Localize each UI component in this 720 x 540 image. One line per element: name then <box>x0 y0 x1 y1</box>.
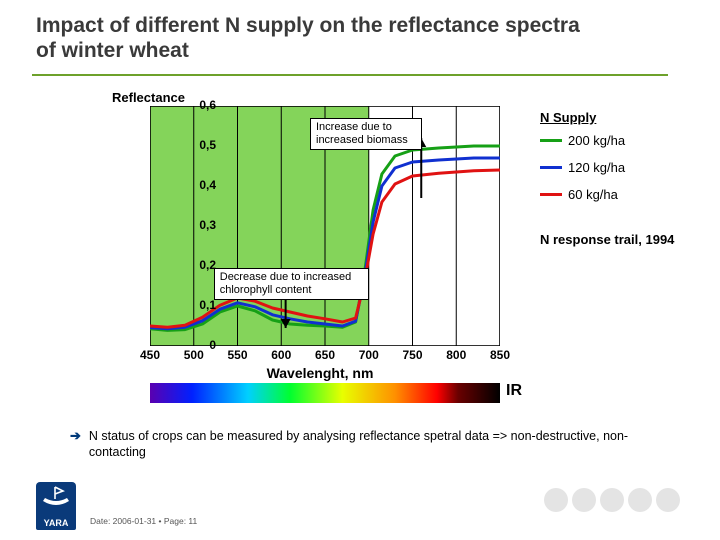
chart-annotation: Increase due toincreased biomass <box>310 118 422 150</box>
y-tick-label: 0,3 <box>184 218 216 232</box>
legend-label: 60 kg/ha <box>568 187 618 202</box>
chart-legend: N Supply 200 kg/ha 120 kg/ha 60 kg/ha <box>540 110 625 214</box>
x-tick-label: 550 <box>227 348 247 362</box>
x-tick-label: 850 <box>490 348 510 362</box>
bullet-arrow-icon: ➔ <box>70 428 81 445</box>
legend-swatch <box>540 166 562 169</box>
x-tick-label: 450 <box>140 348 160 362</box>
x-tick-label: 750 <box>402 348 422 362</box>
x-tick-label: 650 <box>315 348 335 362</box>
bullet-point: ➔ N status of crops can be measured by a… <box>70 428 680 461</box>
y-tick-label: 0,1 <box>184 298 216 312</box>
legend-swatch <box>540 193 562 196</box>
legend-item: 60 kg/ha <box>540 187 625 202</box>
chart-annotation: Decrease due to increasedchlorophyll con… <box>214 268 369 300</box>
logo-text: YARA <box>44 518 69 528</box>
y-tick-label: 0,4 <box>184 178 216 192</box>
decorative-dots <box>544 488 680 512</box>
x-axis-title: Wavelenght, nm <box>110 365 530 381</box>
y-tick-label: 0,5 <box>184 138 216 152</box>
slide-footer: Date: 2006-01-31 • Page: 11 <box>90 516 197 526</box>
y-tick-label: 0,2 <box>184 258 216 272</box>
slide-title: Impact of different N supply on the refl… <box>36 14 596 64</box>
trail-label: N response trail, 1994 <box>540 232 674 247</box>
x-tick-label: 500 <box>184 348 204 362</box>
viking-ship-icon <box>41 485 71 511</box>
legend-label: 200 kg/ha <box>568 133 625 148</box>
visible-spectrum-bar <box>150 383 500 403</box>
title-underline <box>32 74 668 76</box>
legend-item: 120 kg/ha <box>540 160 625 175</box>
ir-label: IR <box>506 382 522 400</box>
x-tick-label: 800 <box>446 348 466 362</box>
legend-title: N Supply <box>540 110 625 125</box>
x-tick-label: 600 <box>271 348 291 362</box>
y-tick-label: 0,6 <box>184 98 216 112</box>
y-axis-title: Reflectance <box>112 90 185 105</box>
bullet-text: N status of crops can be measured by ana… <box>89 428 680 461</box>
reflectance-chart: Reflectance Wavelenght, nm 00,10,20,30,4… <box>110 92 530 382</box>
legend-item: 200 kg/ha <box>540 133 625 148</box>
x-tick-label: 700 <box>359 348 379 362</box>
legend-label: 120 kg/ha <box>568 160 625 175</box>
legend-swatch <box>540 139 562 142</box>
yara-logo: YARA <box>36 482 76 530</box>
